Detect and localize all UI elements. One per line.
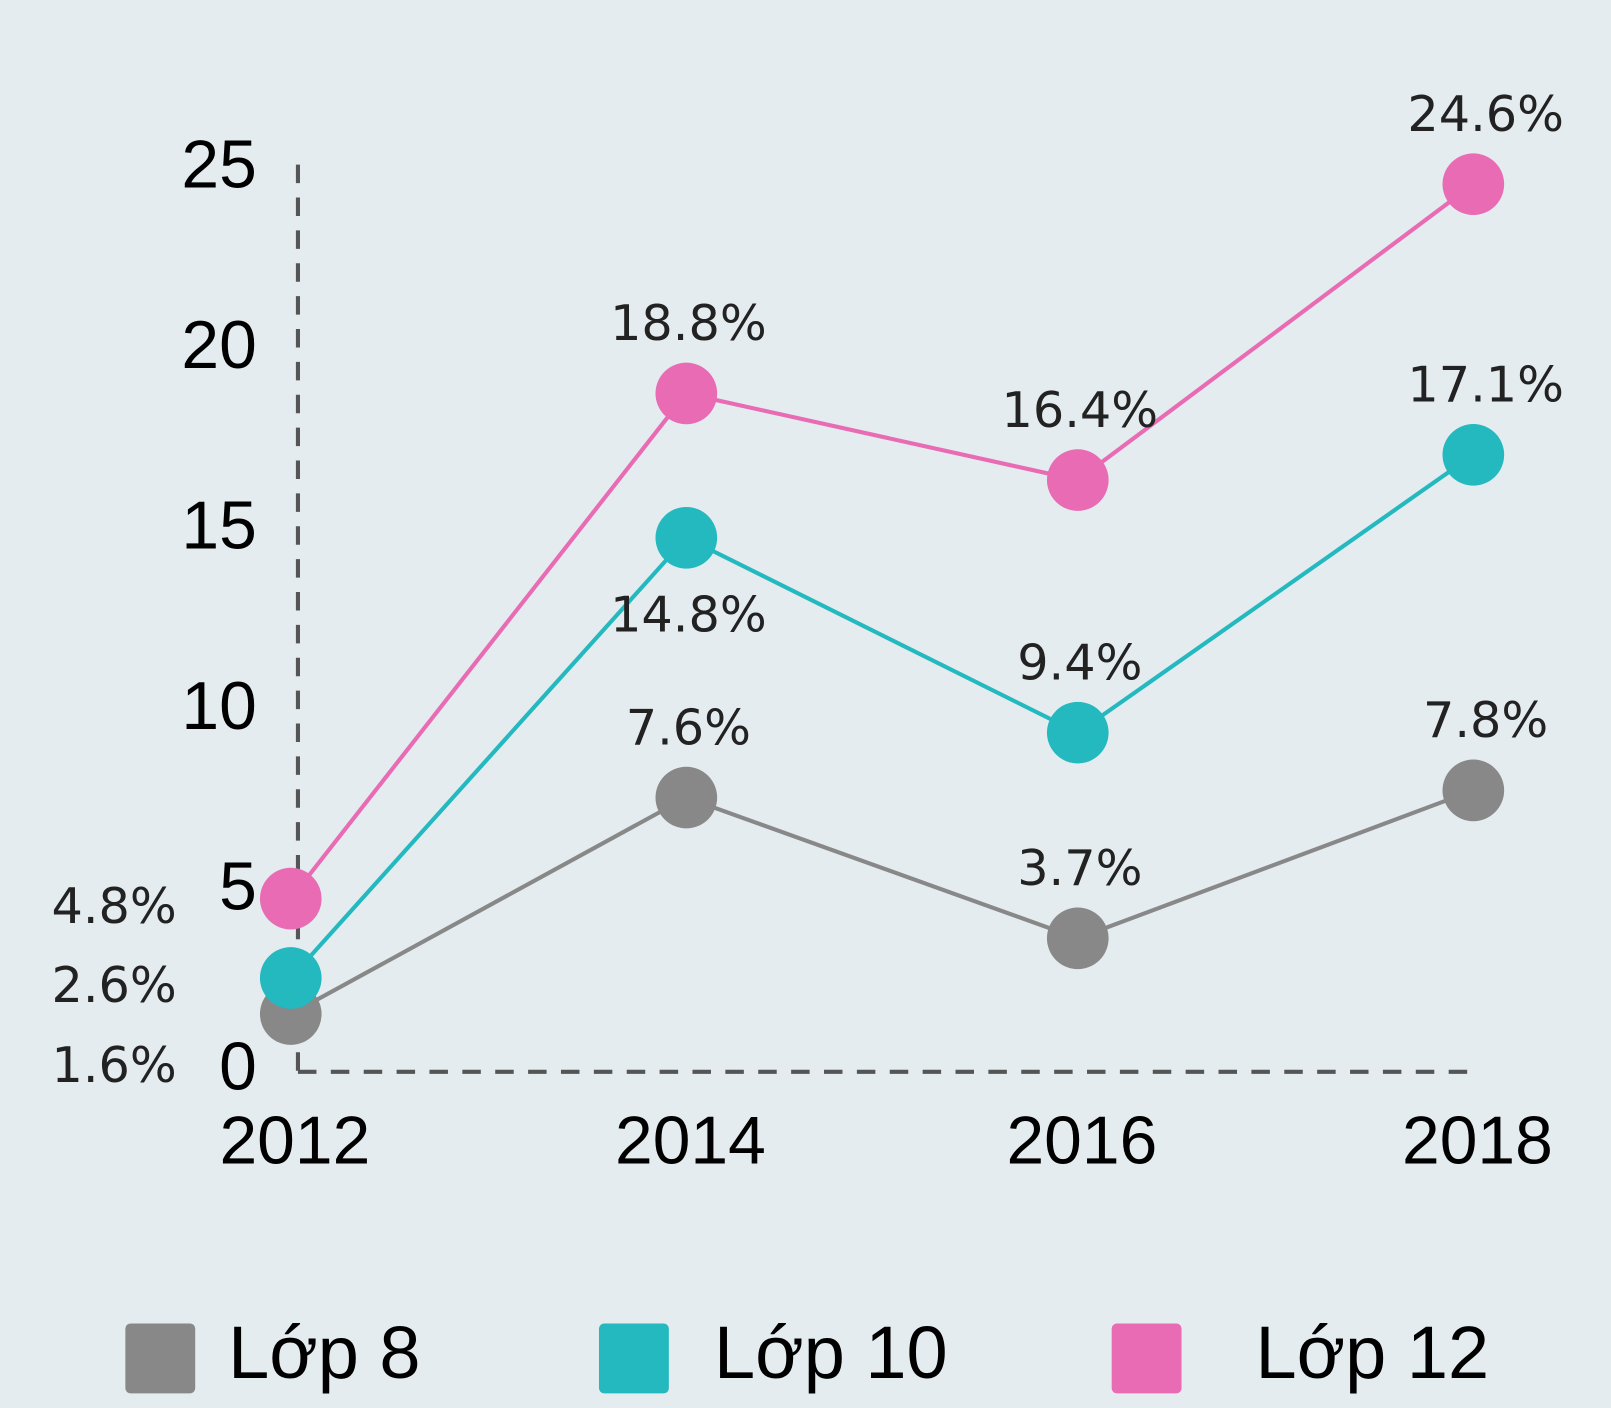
point: [655, 766, 718, 829]
x-tick-label: 2014: [615, 1104, 766, 1179]
value-label: 3.7%: [1017, 839, 1142, 897]
y-tick-label: 15: [181, 488, 256, 563]
value-label: 7.6%: [626, 698, 751, 756]
legend-label: Lớp 12: [1256, 1311, 1490, 1394]
value-label: 16.4%: [1002, 381, 1159, 439]
point: [1046, 449, 1109, 511]
series-line: [289, 788, 1475, 1016]
legend-swatch: [1111, 1323, 1182, 1394]
value-label: 17.1%: [1407, 356, 1564, 414]
value-label: 4.8%: [51, 877, 176, 935]
value-label: 24.6%: [1407, 85, 1564, 143]
value-label: 14.8%: [610, 585, 767, 643]
point: [1442, 759, 1505, 822]
legend-label: Lớp 8: [228, 1311, 420, 1394]
point: [1442, 423, 1505, 486]
y-tick-label: 0: [219, 1030, 257, 1105]
point: [1046, 907, 1109, 970]
point: [1442, 153, 1505, 215]
value-label: 18.8%: [610, 294, 767, 352]
y-tick-label: 25: [181, 128, 256, 203]
y-tick-label: 10: [181, 669, 256, 744]
point: [655, 506, 718, 569]
legend-label: Lớp 10: [714, 1311, 948, 1394]
value-label: 7.8%: [1423, 691, 1548, 749]
series-line: [289, 182, 1475, 900]
point: [1046, 701, 1109, 764]
legend-swatch: [125, 1323, 196, 1394]
x-tick-label: 2018: [1402, 1104, 1553, 1179]
y-tick-label: 20: [181, 308, 256, 383]
value-label: 1.6%: [51, 1036, 176, 1094]
x-tick-label: 2012: [219, 1104, 370, 1179]
series-line: [289, 453, 1475, 980]
point: [259, 947, 322, 1009]
point: [259, 867, 322, 930]
y-tick-label: 5: [219, 849, 257, 924]
point: [655, 362, 718, 425]
x-tick-label: 2016: [1006, 1104, 1157, 1179]
value-label: 2.6%: [51, 956, 176, 1014]
legend-swatch: [598, 1323, 669, 1394]
value-label: 9.4%: [1017, 633, 1142, 691]
